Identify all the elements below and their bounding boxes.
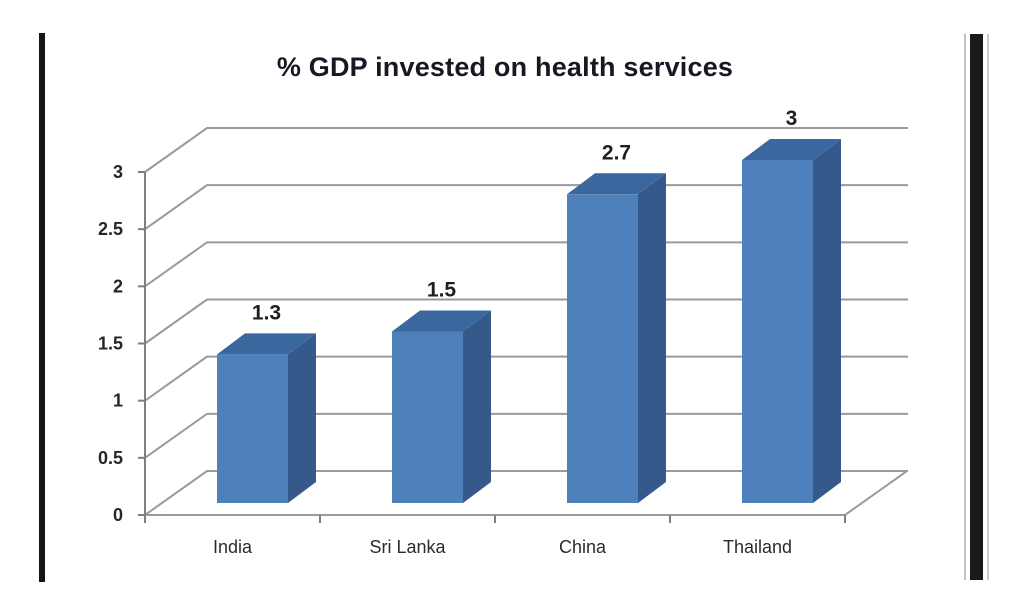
gridline: [144, 184, 908, 230]
bar-india: [217, 333, 316, 503]
y-tick-label: 0.5: [98, 448, 123, 468]
bar-front-face: [217, 354, 288, 503]
bar-sri-lanka: [392, 310, 491, 503]
bar-front-face: [392, 331, 463, 503]
y-tick-label: 0: [113, 505, 123, 525]
y-tick-label: 3: [113, 162, 123, 182]
y-tick-label: 2: [113, 276, 123, 296]
gridline: [144, 355, 908, 402]
y-tick-label: 1.5: [98, 334, 123, 354]
x-category-label: China: [559, 537, 607, 557]
x-category-label: Sri Lanka: [369, 537, 446, 557]
gridline: [144, 241, 908, 288]
page-border-right-thin-line-2: [987, 34, 989, 580]
bar-front-face: [742, 160, 813, 503]
bar-top-face: [742, 139, 841, 160]
x-category-label: Thailand: [723, 537, 792, 557]
bar-side-face: [638, 173, 666, 504]
bar-top-face: [567, 173, 666, 195]
gridline: [144, 127, 908, 173]
bar-china: [567, 173, 666, 504]
page-border-right-thin-line-1: [964, 34, 966, 580]
gridline: [144, 470, 908, 516]
gridline: [144, 298, 908, 345]
bar-value-label: 3: [786, 107, 798, 130]
chart-title: % GDP invested on health services: [276, 52, 734, 82]
x-category-label: India: [213, 537, 253, 557]
bar-top-face: [217, 333, 316, 355]
bar-value-label: 1.3: [252, 301, 281, 324]
bar-side-face: [288, 333, 316, 503]
page-border-right: [970, 34, 983, 580]
page-border-left: [39, 33, 45, 582]
gridline: [144, 412, 908, 459]
y-tick-label: 2.5: [98, 219, 123, 239]
bar-side-face: [463, 310, 491, 503]
bar-value-label: 1.5: [427, 279, 457, 302]
bar-top-face: [392, 310, 491, 332]
bar-value-label: 2.7: [602, 141, 631, 164]
bar-side-face: [813, 139, 841, 503]
y-tick-label: 1: [113, 391, 123, 411]
bar-front-face: [567, 194, 638, 504]
bar-thailand: [742, 139, 841, 503]
